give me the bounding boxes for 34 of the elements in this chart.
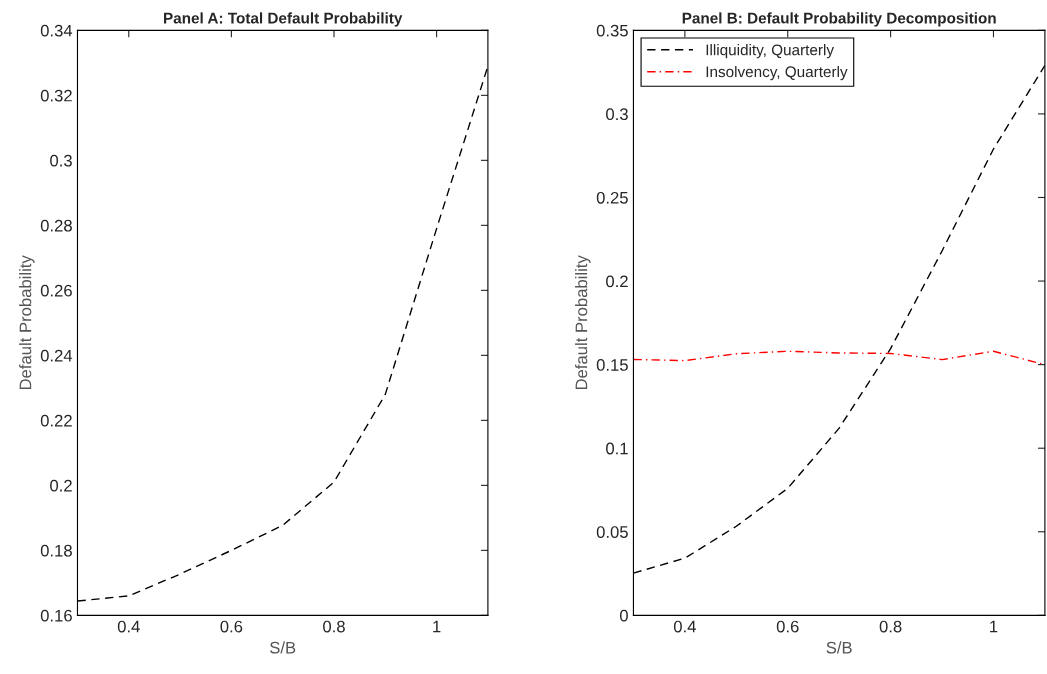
y-tick-label: 0 [619, 609, 628, 622]
x-tick-label: 0.8 [323, 620, 345, 633]
x-axis-title: S/B [270, 641, 296, 654]
y-tick-label: 0.24 [40, 349, 73, 362]
y-tick-label: 0.16 [40, 609, 72, 622]
legend-label: Insolvency, Quarterly [706, 65, 848, 81]
y-tick-label: 0.25 [596, 191, 628, 204]
chart-title: Panel A: Total Default Probability [164, 12, 403, 27]
y-tick-label: 0.3 [606, 108, 628, 121]
y-axis-title: Default Probability [575, 255, 591, 390]
chart-title: Panel B: Default Probability Decomposition [682, 12, 996, 27]
x-tick-label: 1 [433, 620, 441, 633]
y-tick-label: 0.3 [50, 154, 72, 167]
y-axis-title: Default Probability [19, 255, 35, 390]
y-tick-label: 0.26 [40, 284, 72, 297]
y-tick-label: 0.05 [596, 526, 628, 538]
y-tick-label: 0.35 [596, 24, 628, 37]
y-tick-label: 0.2 [50, 479, 72, 492]
y-tick-label: 0.34 [40, 24, 73, 37]
x-tick-label: 0.4 [117, 620, 140, 633]
y-tick-label: 0.32 [40, 89, 72, 102]
y-tick-label: 0.22 [40, 414, 72, 427]
x-tick-label: 0.8 [879, 620, 902, 633]
x-tick-label: 0.6 [220, 620, 243, 633]
x-tick-label: 1 [990, 620, 998, 633]
x-tick-label: 0.6 [776, 620, 799, 633]
legend-label: Illiquidity, Quarterly [706, 44, 834, 59]
x-tick-label: 0.4 [673, 620, 696, 633]
y-tick-label: 0.2 [606, 275, 628, 288]
y-tick-label: 0.28 [40, 219, 72, 232]
y-tick-label: 0.18 [40, 544, 72, 557]
x-axis-title: S/B [826, 641, 852, 654]
y-tick-label: 0.15 [596, 359, 628, 371]
y-tick-label: 0.1 [606, 442, 628, 455]
